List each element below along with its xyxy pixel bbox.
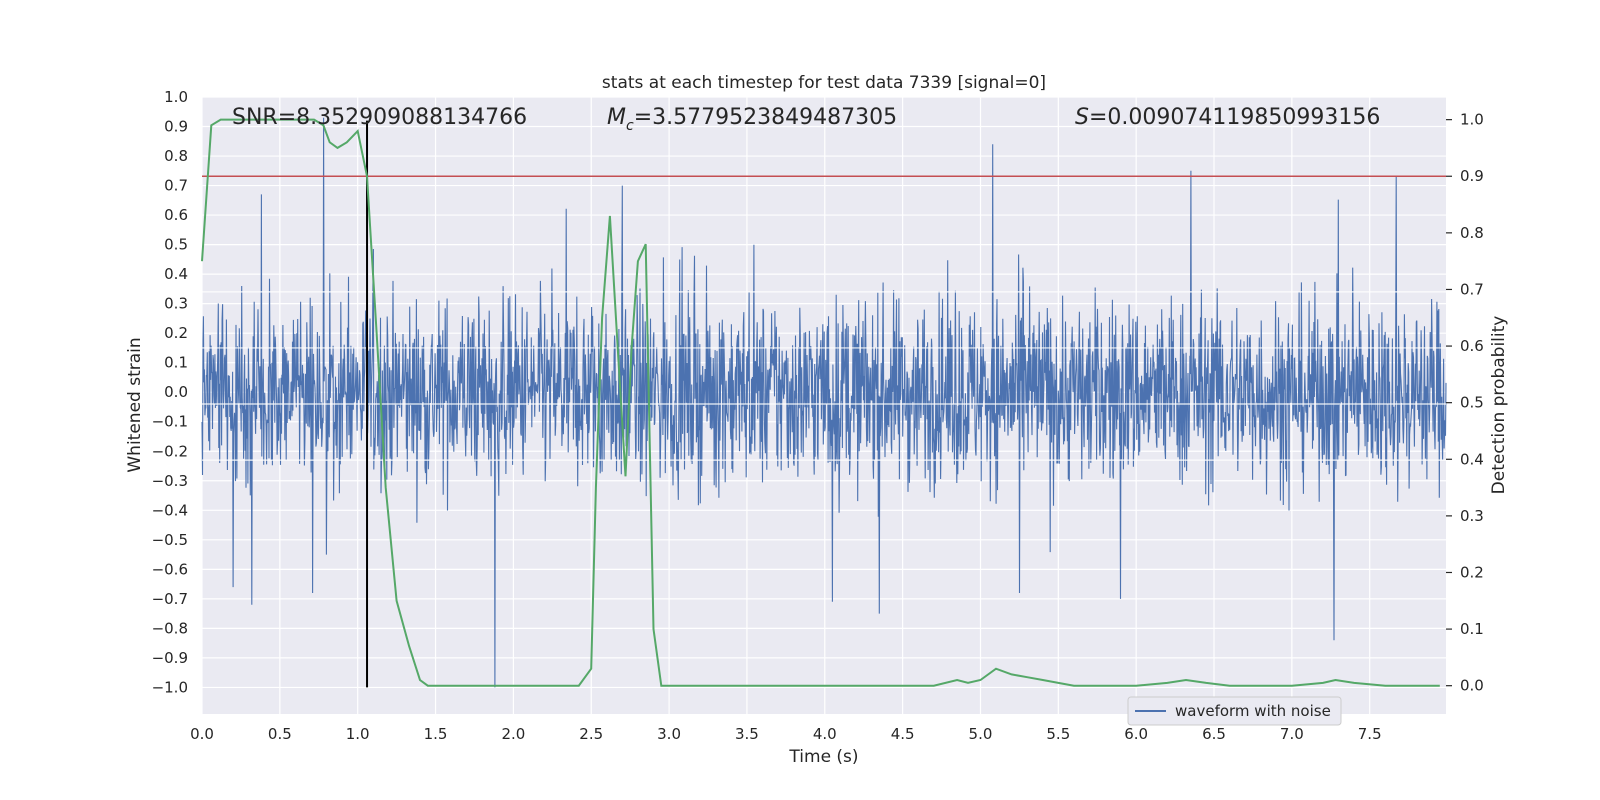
y2-tick-label: 0.8 xyxy=(1460,224,1484,242)
chirp-mass-subscript: c xyxy=(626,118,634,134)
y-tick-label: 0.3 xyxy=(164,295,188,313)
x-tick-label: 0.5 xyxy=(268,725,292,743)
y-tick-label: 0.6 xyxy=(164,206,188,224)
detection-probability-series xyxy=(201,118,1440,687)
y-tick-label: 0.7 xyxy=(164,177,188,195)
x-tick-label: 5.0 xyxy=(969,725,993,743)
x-tick-label: 6.0 xyxy=(1124,725,1148,743)
y2-tick-label: 0.1 xyxy=(1460,620,1484,638)
y-tick-label: 0.1 xyxy=(164,354,188,372)
chart-title: stats at each timestep for test data 733… xyxy=(602,73,1046,93)
y-tick-label: −1.0 xyxy=(152,678,188,696)
waveform-line xyxy=(201,117,1447,688)
y2-axis-label: Detection probability xyxy=(1489,316,1509,495)
y-tick-label: 0.0 xyxy=(164,383,188,401)
x-tick-label: 2.0 xyxy=(501,725,525,743)
s-value: =0.009074119850993156 xyxy=(1089,105,1380,130)
x-tick-label: 1.5 xyxy=(424,725,448,743)
x-tick-label: 5.5 xyxy=(1046,725,1070,743)
x-tick-label: 3.5 xyxy=(735,725,759,743)
x-tick-label: 7.5 xyxy=(1358,725,1382,743)
x-tick-label: 1.0 xyxy=(346,725,370,743)
y-tick-label: 0.4 xyxy=(164,265,188,283)
y2-tick-labels: 1.0 0.9 0.8 0.7 0.6 0.5 0.4 0.3 0.2 0.1 0.0 xyxy=(1446,111,1484,695)
y2-tick-label: 0.3 xyxy=(1460,507,1484,525)
y-tick-label: −0.8 xyxy=(152,619,188,637)
legend-box xyxy=(1127,696,1342,726)
waveform-series xyxy=(201,117,1447,688)
y-tick-label: −0.4 xyxy=(152,501,188,519)
legend-label: waveform with noise xyxy=(1175,702,1331,720)
y-tick-label: 0.2 xyxy=(164,324,188,342)
y-tick-label: −0.3 xyxy=(152,472,188,490)
x-tick-label: 4.0 xyxy=(813,725,837,743)
chirp-mass-value: =3.5779523849487305 xyxy=(634,105,897,130)
x-tick-label: 3.0 xyxy=(657,725,681,743)
x-tick-label: 2.5 xyxy=(579,725,603,743)
y-tick-label: 1.0 xyxy=(164,88,188,106)
y-tick-label: −0.9 xyxy=(152,649,188,667)
y2-tick-label: 1.0 xyxy=(1460,111,1484,129)
s-symbol: S xyxy=(1075,105,1089,130)
y-tick-label: 0.5 xyxy=(164,236,188,254)
y-tick-label: −0.1 xyxy=(152,413,188,431)
y2-tick-label: 0.9 xyxy=(1460,167,1484,185)
y-tick-label: −0.5 xyxy=(152,531,188,549)
y-tick-label: −0.6 xyxy=(152,560,188,578)
s-annotation: S=0.009074119850993156 xyxy=(1075,105,1380,130)
x-tick-labels: 0.0 0.5 1.0 1.5 2.0 2.5 3.0 3.5 4.0 4.5 5.0 5.5 6.0 6… xyxy=(190,725,1382,743)
x-tick-label: 4.5 xyxy=(891,725,915,743)
y2-tick-label: 0.4 xyxy=(1460,450,1484,468)
y2-tick-label: 0.2 xyxy=(1460,563,1484,581)
chirp-mass-symbol: M xyxy=(607,105,626,130)
y-tick-labels: 1.0 0.9 0.8 0.7 0.6 0.5 0.4 0.3 0.2 0.1 0.0 −0.1 −0.… xyxy=(152,88,188,696)
x-tick-label: 0.0 xyxy=(190,725,214,743)
y-tick-label: 0.8 xyxy=(164,147,188,165)
x-axis-label: Time (s) xyxy=(788,747,858,767)
y-tick-label: −0.7 xyxy=(152,590,188,608)
y-tick-label: 0.9 xyxy=(164,118,188,136)
chirp-mass-annotation: Mc=3.5779523849487305 xyxy=(607,105,897,134)
y2-tick-label: 0.0 xyxy=(1460,677,1484,695)
y2-tick-label: 0.5 xyxy=(1460,394,1484,412)
y2-tick-label: 0.6 xyxy=(1460,337,1484,355)
y-axis-label: Whitened strain xyxy=(125,337,145,472)
y-tick-label: −0.2 xyxy=(152,442,188,460)
detection-probability-line xyxy=(201,118,1440,687)
x-tick-label: 6.5 xyxy=(1202,725,1226,743)
legend: waveform with noise xyxy=(1127,696,1342,726)
y2-tick-label: 0.7 xyxy=(1460,280,1484,298)
snr-annotation: SNR=8.352909088134766 xyxy=(232,105,527,130)
x-tick-label: 7.0 xyxy=(1280,725,1304,743)
